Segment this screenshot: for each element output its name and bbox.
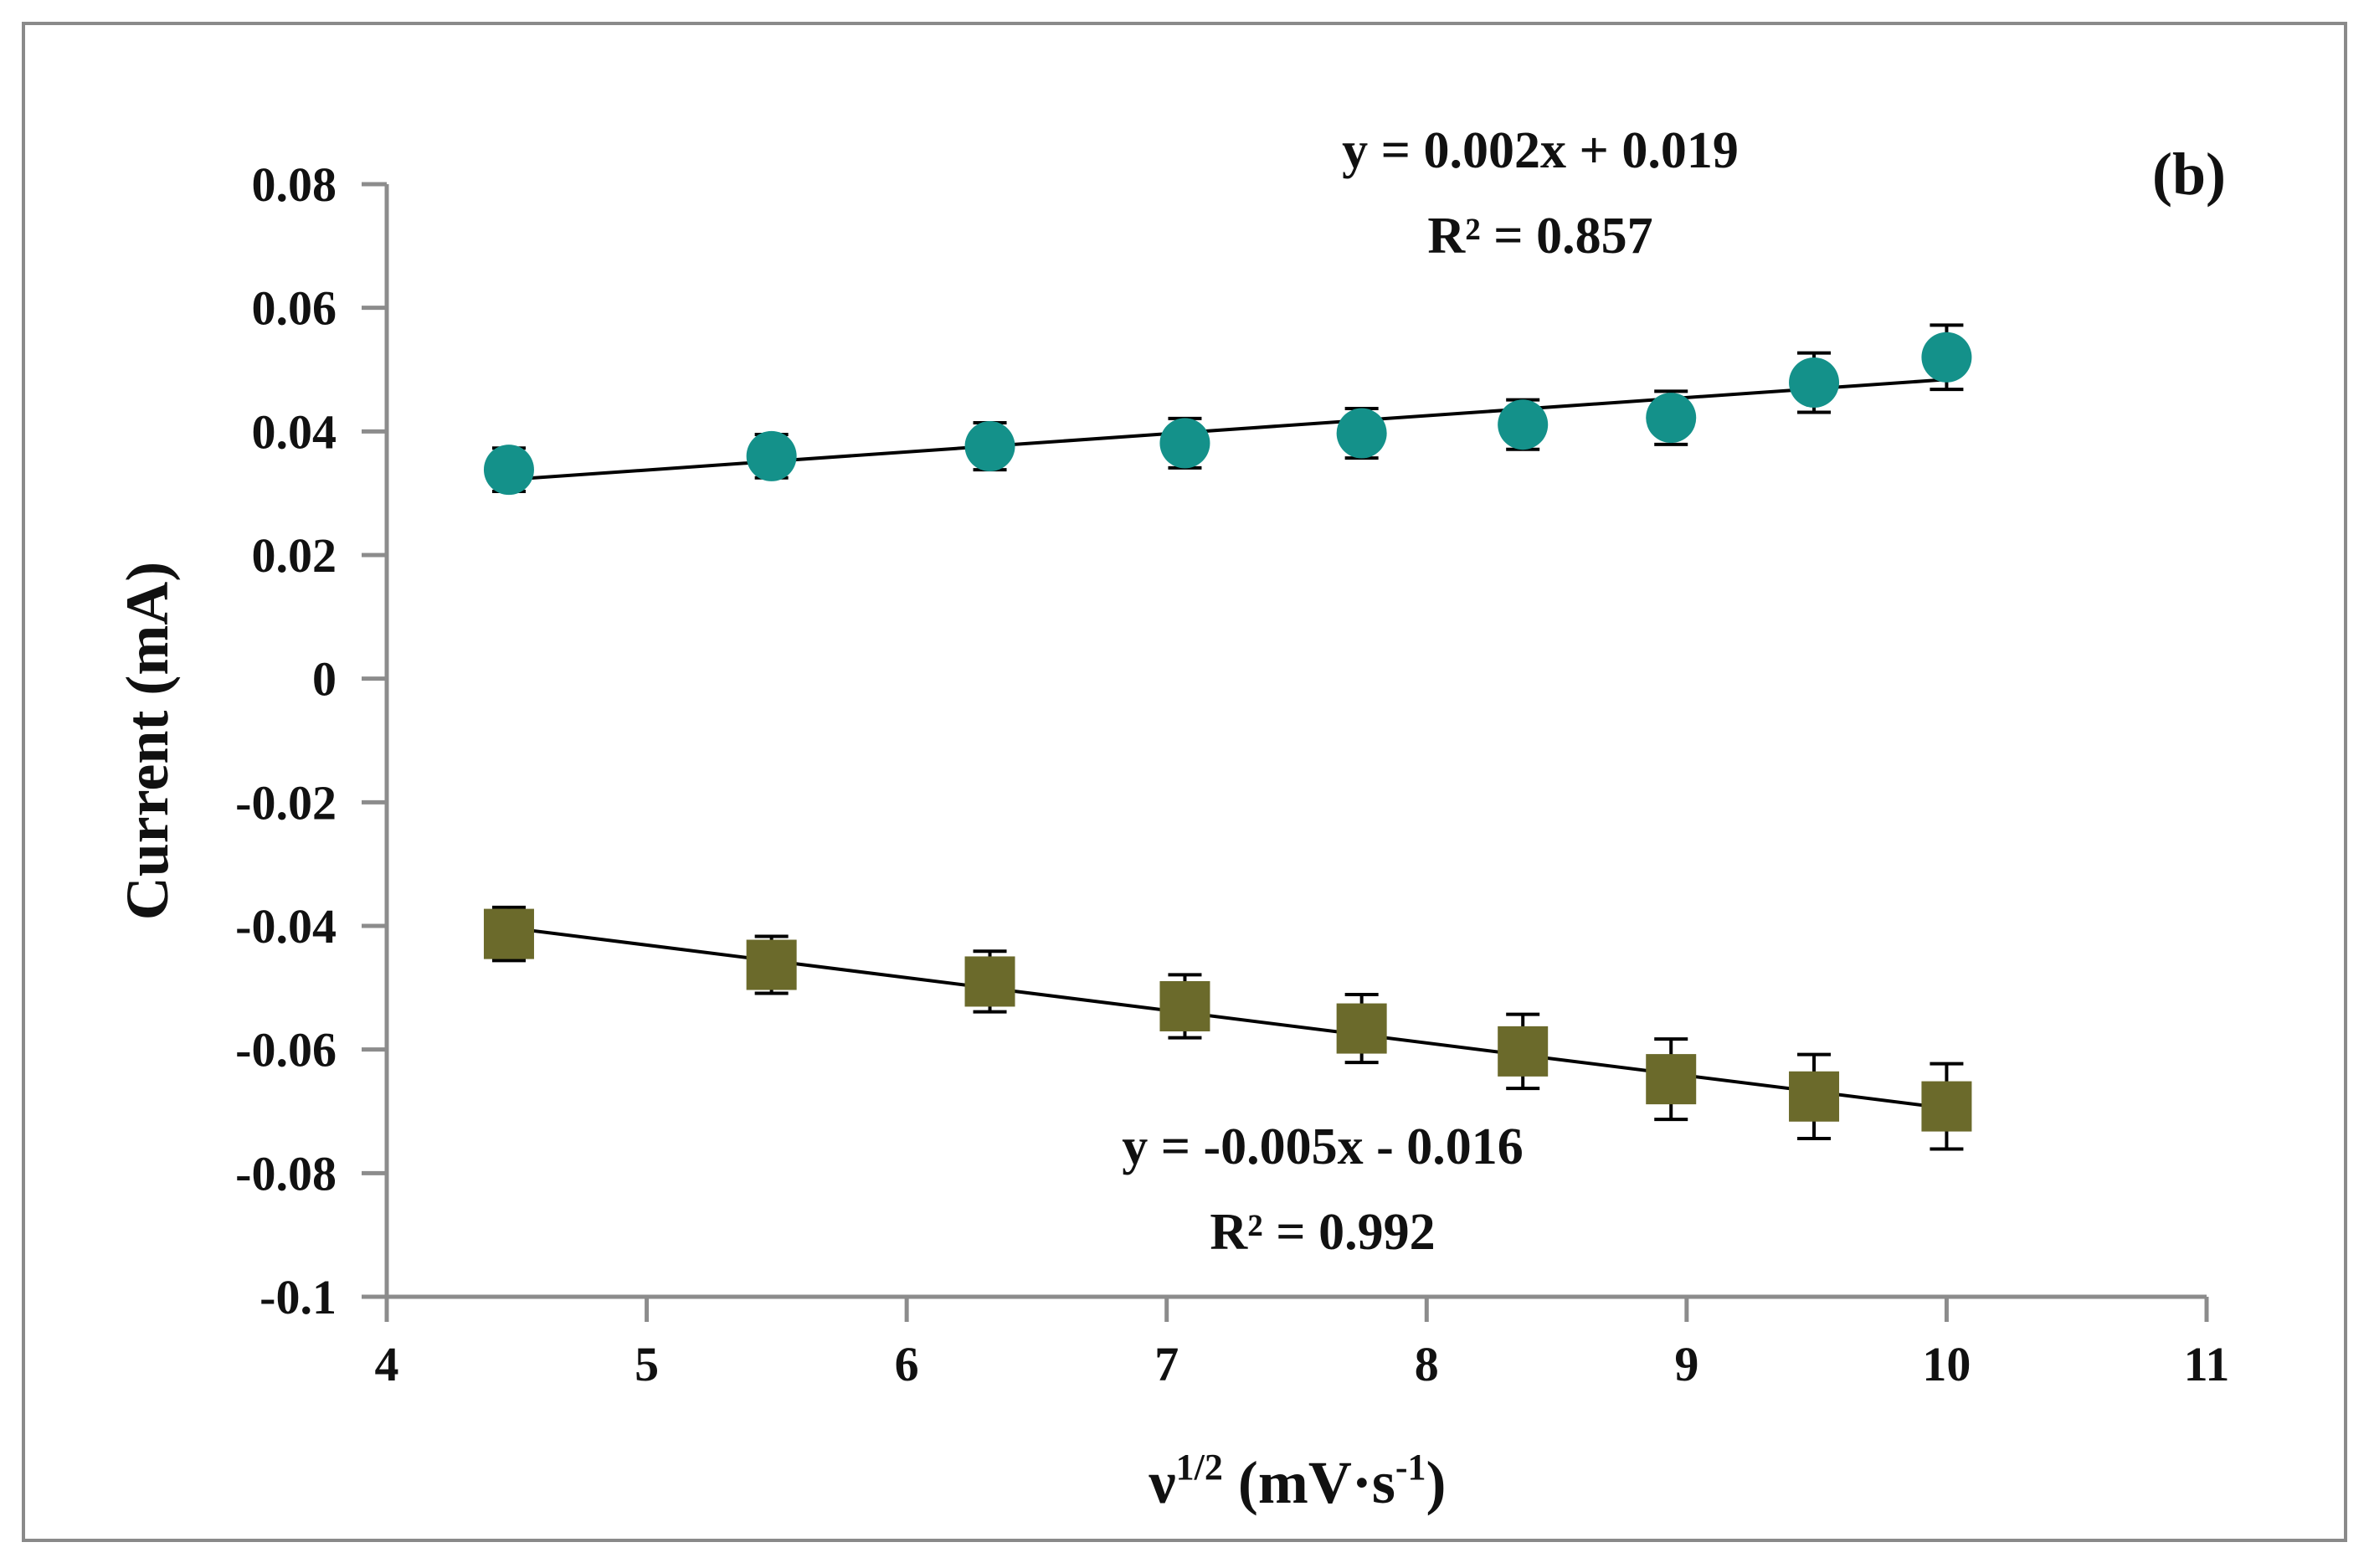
cathodic-point: [964, 956, 1015, 1007]
x-tick-label: 6: [895, 1337, 919, 1391]
anodic-point: [1159, 418, 1210, 469]
panel-label: (b): [2152, 141, 2226, 208]
x-tick-label: 7: [1154, 1337, 1179, 1391]
x-axis-title-units-exponent: -1: [1395, 1447, 1426, 1488]
x-axis-title-units: (mV·s: [1223, 1449, 1395, 1516]
x-tick-label: 8: [1415, 1337, 1439, 1391]
x-axis-title-exponent: 1/2: [1176, 1447, 1223, 1488]
anodic-point: [746, 430, 797, 481]
y-axis-title: Current (mA): [114, 562, 181, 921]
anodic-point: [1789, 357, 1840, 409]
upper-r-squared: R² = 0.857: [1427, 208, 1652, 265]
x-tick-label: 10: [1922, 1337, 1971, 1391]
lower-r-squared: R² = 0.992: [1210, 1204, 1435, 1261]
x-tick-label: 9: [1674, 1337, 1698, 1391]
cathodic-point: [1498, 1026, 1549, 1077]
anodic-point: [1336, 408, 1387, 459]
y-tick-label: -0.02: [235, 775, 337, 830]
cathodic-point: [746, 939, 797, 990]
x-tick-label: 4: [375, 1337, 399, 1391]
chart-frame: [22, 22, 2347, 1542]
y-tick-label: 0.02: [252, 528, 337, 583]
anodic-point: [1921, 332, 1972, 383]
cathodic-point: [1789, 1071, 1840, 1122]
x-tick-label: 11: [2184, 1337, 2230, 1391]
upper-equation: y = 0.002x + 0.019: [1342, 122, 1739, 179]
anodic-point: [1646, 393, 1697, 444]
y-tick-label: -0.06: [235, 1023, 337, 1077]
y-tick-label: 0.04: [252, 404, 337, 459]
y-tick-label: -0.08: [235, 1146, 337, 1200]
axes: [384, 184, 2207, 1299]
markers: [483, 332, 1972, 1132]
y-tick-label: -0.04: [235, 899, 337, 954]
cathodic-point: [1336, 1003, 1387, 1054]
x-axis-title-units-close: ): [1426, 1449, 1447, 1516]
anodic-point: [964, 421, 1015, 472]
y-tick-label: 0.06: [252, 281, 337, 336]
cathodic-point: [483, 908, 534, 959]
x-axis-title-symbol: ν: [1148, 1449, 1175, 1516]
y-tick-label: 0: [312, 652, 337, 707]
anodic-point: [483, 445, 534, 496]
cathodic-point: [1921, 1081, 1972, 1132]
anodic-point: [1498, 399, 1549, 450]
y-tick-label: -0.1: [260, 1270, 337, 1324]
lower-equation: y = -0.005x - 0.016: [1122, 1118, 1524, 1175]
cathodic-point: [1159, 980, 1210, 1031]
y-tick-label: 0.08: [252, 157, 337, 212]
y-ticks: 0.08 0.06 0.04 0.02 0 -0.02 -0.04 -0.06 -0.08 -0.…: [235, 157, 387, 1324]
x-tick-label: 5: [635, 1337, 659, 1391]
x-ticks: 4 5 6 7 8 9 10 11: [375, 1297, 2230, 1391]
cathodic-point: [1646, 1054, 1697, 1105]
x-axis-title: ν1/2 (mV·s-1): [1148, 1447, 1446, 1516]
